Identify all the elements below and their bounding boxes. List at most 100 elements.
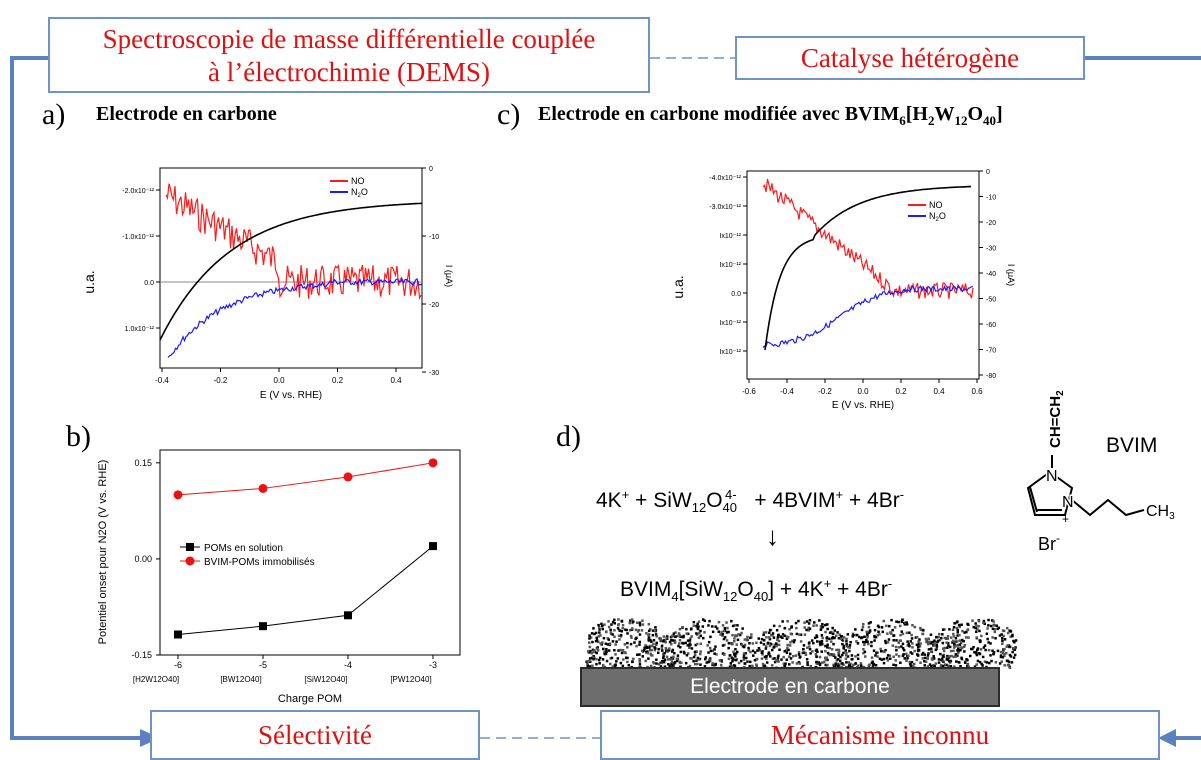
particle-dot xyxy=(723,643,726,647)
particle-dot xyxy=(952,635,956,638)
particle-dot xyxy=(598,628,601,631)
particle-dot xyxy=(633,641,636,644)
particle-dot xyxy=(831,637,834,640)
particle-dot xyxy=(731,634,734,637)
particle-dot xyxy=(718,659,722,662)
particle-dot xyxy=(766,641,770,645)
particle-dot xyxy=(980,662,983,666)
particle-dot xyxy=(983,644,987,647)
particle-dot xyxy=(889,657,892,660)
particle-dot xyxy=(899,661,902,664)
particle-dot xyxy=(953,642,956,646)
particle-dot xyxy=(749,650,752,654)
particle-dot xyxy=(731,642,734,646)
particle-dot xyxy=(933,664,936,668)
particle-dot xyxy=(768,637,772,641)
n1-atom: N xyxy=(1046,468,1058,485)
particle-dot xyxy=(732,664,736,667)
y2-tick-label: -10 xyxy=(429,234,439,241)
particle-dot xyxy=(671,648,675,652)
particle-dot xyxy=(902,653,905,656)
particle-dot xyxy=(828,631,832,634)
particle-dot xyxy=(714,662,717,666)
particle-dot xyxy=(638,658,641,661)
particle-dot xyxy=(905,621,908,624)
particle-dot xyxy=(989,642,992,645)
particle-dot xyxy=(873,639,876,642)
chart-b-point-immob xyxy=(343,472,353,482)
particle-dot xyxy=(640,629,644,632)
particle-dot xyxy=(586,662,589,665)
particle-dot xyxy=(911,646,914,649)
particle-dot xyxy=(782,662,786,665)
particle-dot xyxy=(943,646,947,650)
particle-dot xyxy=(1009,655,1013,658)
selectivite-box: Sélectivité xyxy=(150,710,480,760)
particle-dot xyxy=(765,645,768,648)
particle-dot xyxy=(589,636,593,639)
particle-dot xyxy=(711,649,714,652)
particle-dot xyxy=(632,620,635,623)
particle-dot xyxy=(762,631,766,634)
y2-tick-label: -50 xyxy=(986,297,996,304)
particle-dot xyxy=(958,625,961,629)
particle-dot xyxy=(655,658,658,661)
particle-dot xyxy=(721,644,725,647)
particle-dot xyxy=(662,635,666,638)
chart-a-xlabel: E (V vs. RHE) xyxy=(260,390,322,401)
particle-dot xyxy=(802,644,806,647)
particle-dot xyxy=(605,630,608,634)
particle-dot xyxy=(807,642,811,645)
particle-dot xyxy=(964,636,968,639)
particle-dot xyxy=(629,634,633,638)
particle-dot xyxy=(998,662,1002,665)
particle-dot xyxy=(678,660,681,664)
y-tick-label: -2.0x10⁻¹² xyxy=(122,188,154,195)
chart-b-point-immob xyxy=(428,458,438,468)
particle-dot xyxy=(848,664,851,667)
particle-dot xyxy=(608,642,612,645)
particle-dot xyxy=(620,651,624,655)
particle-dot xyxy=(947,659,951,663)
particle-dot xyxy=(825,656,828,659)
particle-dot xyxy=(954,637,958,640)
particle-dot xyxy=(837,649,841,652)
particle-dot xyxy=(856,642,860,645)
particle-dot xyxy=(932,655,935,658)
particle-dot xyxy=(765,636,768,639)
particle-dot xyxy=(783,634,786,637)
particle-dot xyxy=(866,640,869,643)
particle-dot xyxy=(638,640,641,644)
particle-dot xyxy=(952,655,955,659)
chart-a-y2label: I (μA) xyxy=(444,265,454,287)
particle-dot xyxy=(971,619,974,622)
particle-dot xyxy=(819,625,823,628)
particle-dot xyxy=(803,633,807,636)
particle-dot xyxy=(993,630,997,634)
particle-dot xyxy=(903,657,906,660)
particle-dot xyxy=(871,660,874,663)
particle-dot xyxy=(655,635,658,638)
chart-a: -0.4 -0.2 0.0 0.2 0.4 -2.0x10⁻¹² -1.0x10⁻¹² 0.0… xyxy=(81,166,454,401)
particle-dot xyxy=(616,657,620,660)
particle-dot xyxy=(908,631,911,634)
particle-dot xyxy=(699,650,702,653)
particle-dot xyxy=(895,620,898,623)
particle-dot xyxy=(625,628,628,632)
particle-dot xyxy=(987,624,990,627)
particle-dot xyxy=(884,641,888,645)
particle-dot xyxy=(597,635,601,638)
chart-b-y-tick: 0.00 xyxy=(134,554,152,564)
particle-dot xyxy=(952,626,956,629)
particle-dot xyxy=(699,652,702,656)
particle-dot xyxy=(960,646,964,650)
particle-dot xyxy=(715,653,718,656)
particle-dot xyxy=(590,632,594,635)
particle-dot xyxy=(854,628,857,631)
particle-dot xyxy=(699,663,702,666)
particle-dot xyxy=(734,652,738,655)
particle-dot xyxy=(686,632,690,636)
x-tick-label: -0.2 xyxy=(818,387,832,396)
particle-dot xyxy=(663,639,667,643)
particle-dot xyxy=(725,639,729,642)
